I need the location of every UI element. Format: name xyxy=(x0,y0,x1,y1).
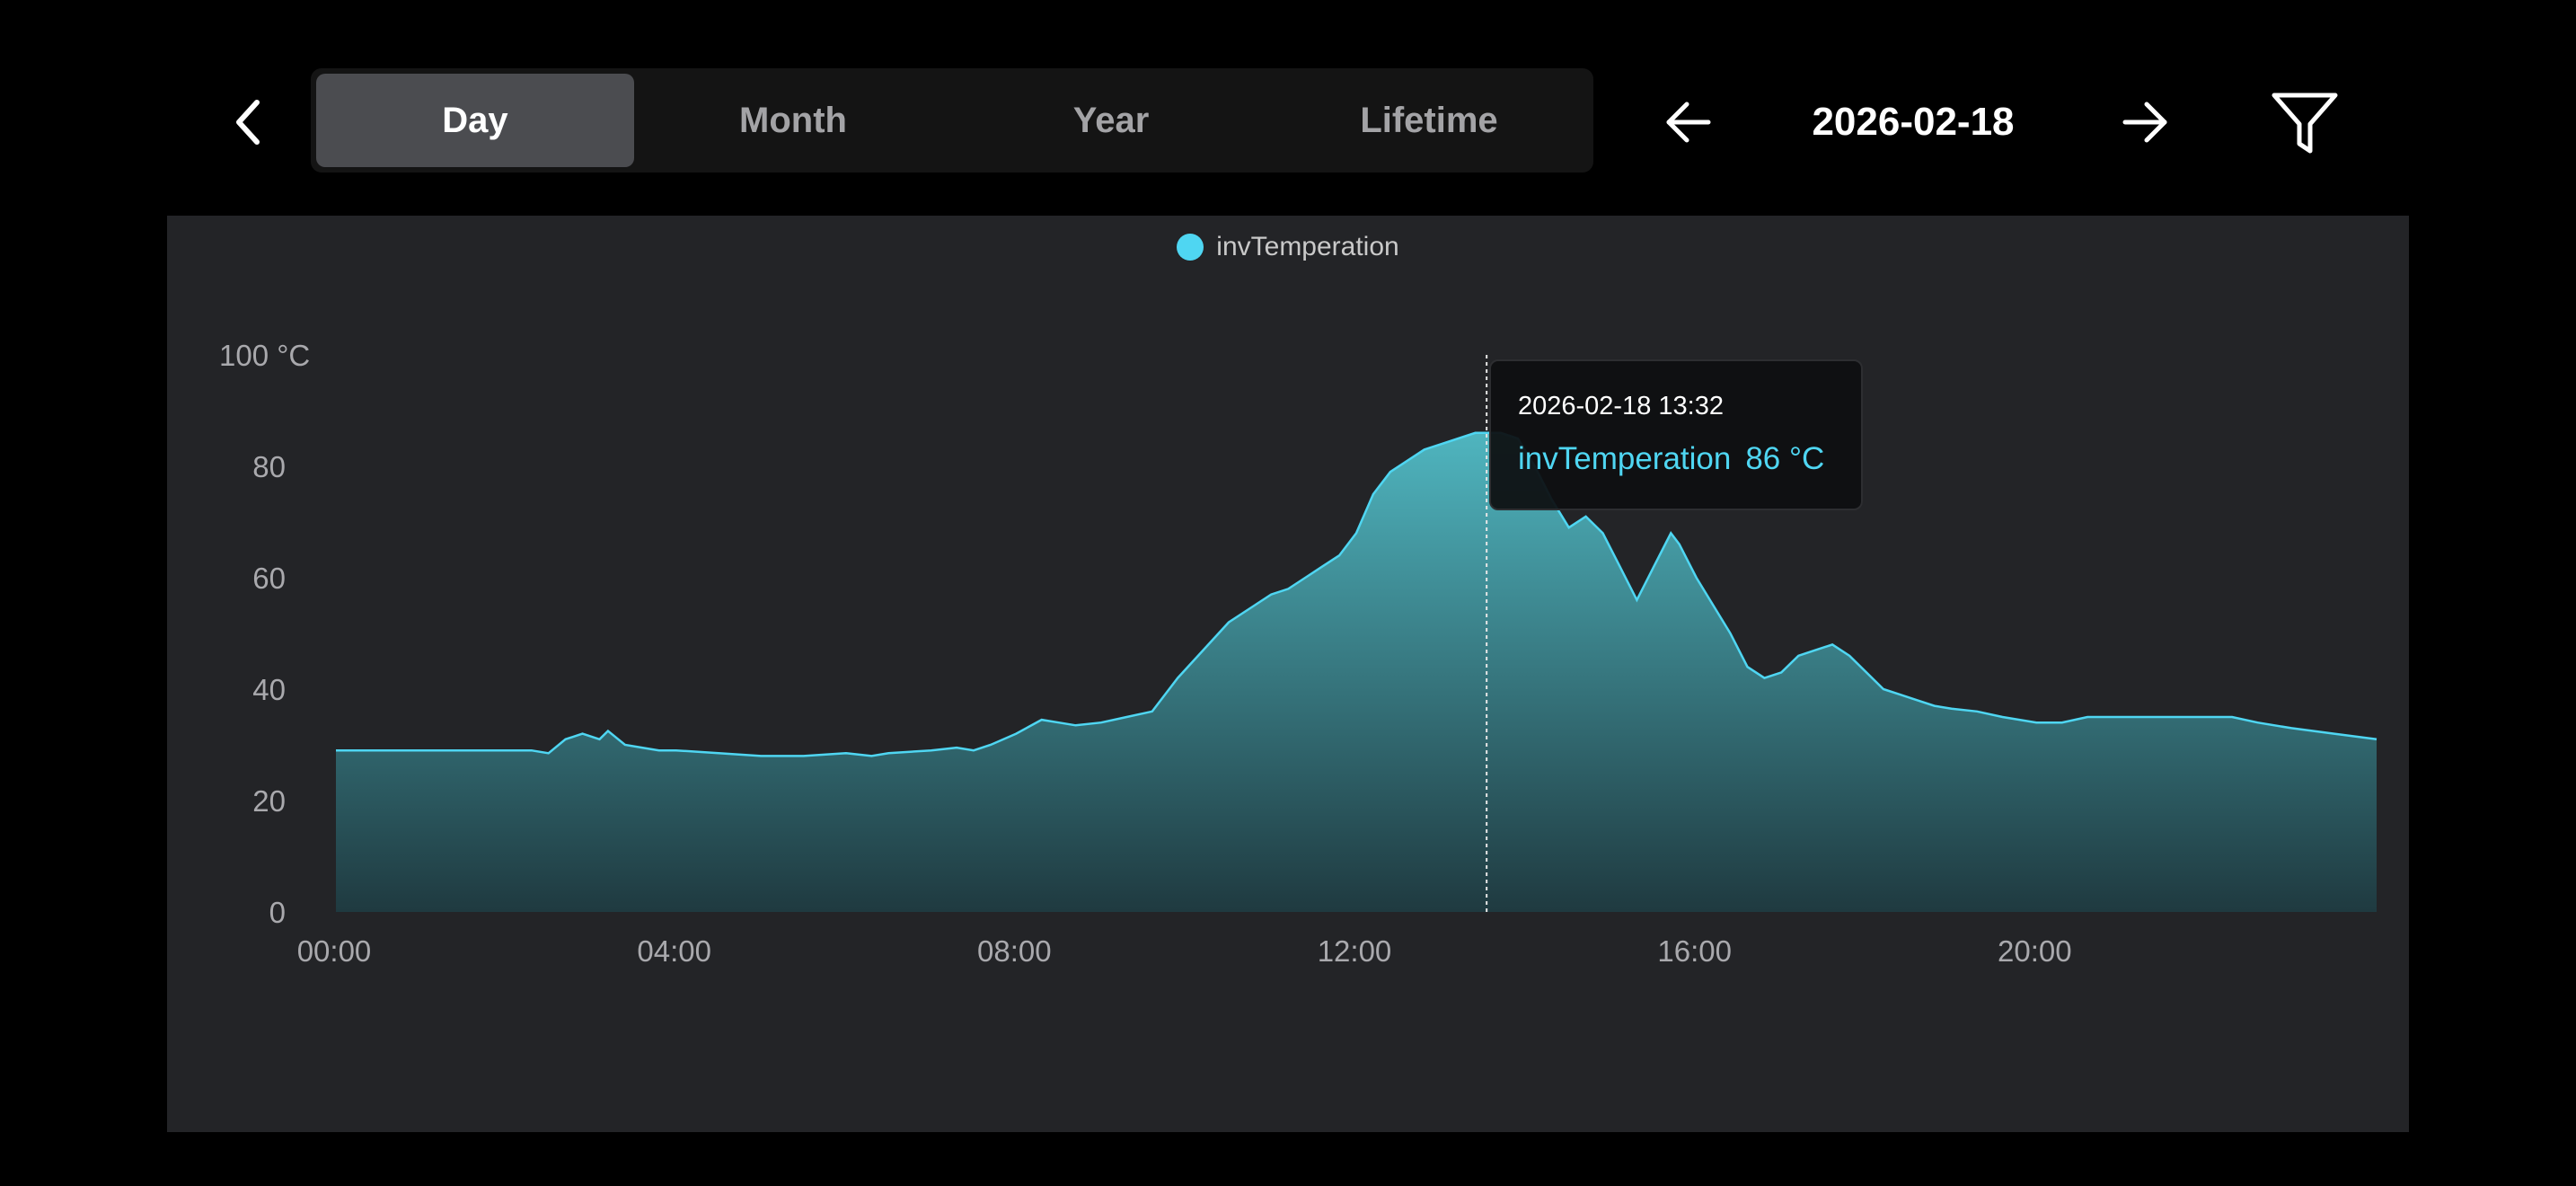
y-tick-label: 0 xyxy=(269,896,286,929)
legend-label: invTemperation xyxy=(1216,232,1399,261)
y-tick-label: 60 xyxy=(252,562,286,595)
y-tick-label: 40 xyxy=(252,673,286,706)
tab-day[interactable]: Day xyxy=(316,74,634,167)
current-date[interactable]: 2026-02-18 xyxy=(1812,100,2015,144)
tab-year[interactable]: Year xyxy=(1072,100,1150,140)
legend-color-dot xyxy=(1177,234,1204,261)
filter-button[interactable] xyxy=(2260,83,2350,165)
y-tick-label: 80 xyxy=(252,450,286,483)
tab-lifetime[interactable]: Lifetime xyxy=(1360,100,1498,140)
y-tick-label: 100 °C xyxy=(219,339,310,372)
y-axis: 0 20 40 60 80 100 °C xyxy=(219,339,310,929)
arrow-left-icon xyxy=(1666,102,1711,143)
x-axis: 00:00 04:00 08:00 12:00 16:00 20:00 xyxy=(297,934,2072,968)
temperature-area-chart[interactable]: 0 20 40 60 80 100 °C 00:00 04:00 08:00 12:00 16:0… xyxy=(167,216,2409,1132)
series-line-invTemperation xyxy=(336,431,2378,757)
x-tick-label: 08:00 xyxy=(977,934,1052,968)
series-area-invTemperation xyxy=(336,432,2377,912)
next-date-button[interactable] xyxy=(2109,86,2181,158)
tooltip-value-row: invTemperation 86 °C xyxy=(1518,441,1834,477)
chevron-left-icon xyxy=(236,100,260,145)
tab-month[interactable]: Month xyxy=(739,100,847,140)
back-button[interactable] xyxy=(216,86,280,158)
x-tick-label: 16:00 xyxy=(1657,934,1732,968)
chart-tooltip: 2026-02-18 13:32 invTemperation 86 °C xyxy=(1489,359,1863,510)
x-tick-label: 12:00 xyxy=(1318,934,1392,968)
period-segmented-control: Day Month Year Lifetime xyxy=(311,68,1593,173)
chart-panel: invTemperation 0 20 40 60 80 100 °C 00:00 04:0… xyxy=(167,216,2409,1132)
x-tick-label: 20:00 xyxy=(1998,934,2072,968)
tooltip-series-name: invTemperation xyxy=(1518,441,1732,476)
tooltip-value: 86 °C xyxy=(1745,441,1825,476)
chart-legend[interactable]: invTemperation xyxy=(167,232,2409,262)
tooltip-time: 2026-02-18 13:32 xyxy=(1518,392,1724,420)
filter-icon xyxy=(2272,93,2338,154)
x-tick-label: 04:00 xyxy=(637,934,711,968)
arrow-right-icon xyxy=(2122,102,2167,143)
y-tick-label: 20 xyxy=(252,784,286,818)
x-tick-label: 00:00 xyxy=(297,934,372,968)
previous-date-button[interactable] xyxy=(1653,86,1725,158)
